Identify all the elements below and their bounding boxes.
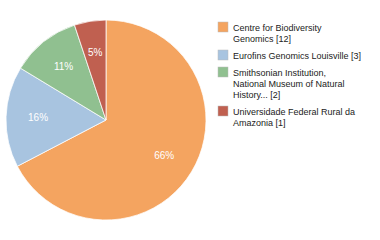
- legend-item: Centre for BiodiversityGenomics [12]: [218, 22, 322, 44]
- legend-item: Smithsonian Institution,National Museum …: [218, 67, 345, 100]
- pie-slice: [74, 20, 106, 120]
- legend-label-line: National Museum of Natural: [233, 79, 345, 89]
- legend: Centre for BiodiversityGenomics [12] Euro…: [218, 22, 361, 128]
- legend-swatch: [218, 67, 228, 77]
- legend-item: Eurofins Genomics Louisville [3]: [218, 50, 361, 61]
- legend-item: Universidade Federal Rural daAmazonia [1…: [218, 106, 355, 128]
- legend-label-line: Genomics [12]: [233, 34, 291, 44]
- data-label: 66%: [154, 150, 174, 161]
- data-label: 11%: [54, 61, 73, 72]
- legend-label-line: Smithsonian Institution,: [233, 68, 326, 78]
- legend-swatch: [218, 22, 228, 32]
- pie: 66% 16% 11% 5%: [6, 20, 206, 220]
- chart: 66% 16% 11% 5% Centre for BiodiversityGenomi…: [0, 0, 380, 240]
- data-label: 5%: [88, 47, 103, 58]
- legend-label: Smithsonian Institution,National Museum …: [233, 68, 345, 100]
- legend-label-line: Universidade Federal Rural da: [233, 107, 355, 117]
- legend-label-line: Eurofins Genomics Louisville [3]: [233, 51, 361, 61]
- data-label: 16%: [28, 112, 48, 123]
- legend-swatch: [218, 106, 228, 116]
- legend-swatch: [218, 50, 228, 60]
- legend-label: Eurofins Genomics Louisville [3]: [233, 51, 361, 61]
- legend-label-line: History... [2]: [233, 90, 280, 100]
- legend-label: Centre for BiodiversityGenomics [12]: [233, 23, 322, 44]
- legend-label-line: Centre for Biodiversity: [233, 23, 322, 33]
- legend-label-line: Amazonia [1]: [233, 118, 286, 128]
- legend-label: Universidade Federal Rural daAmazonia [1…: [233, 107, 355, 128]
- pie-slice: [17, 20, 206, 220]
